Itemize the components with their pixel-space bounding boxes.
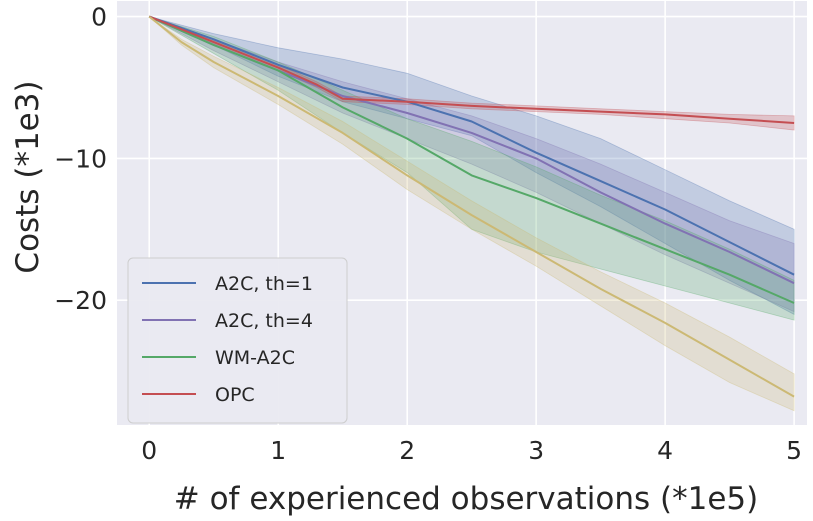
band-a2c-th-1 <box>149 16 795 316</box>
band-a2c-th-4 <box>149 16 795 313</box>
line-opc <box>148 15 795 124</box>
legend: A2C, th=1 A2C, th=4 WM-A2C OPC <box>127 257 348 424</box>
line-wm-a2c <box>148 15 795 304</box>
x-axis-ticks: 0 1 2 3 4 5 <box>141 436 802 465</box>
y-tick-label: 0 <box>91 3 107 32</box>
x-tick-label: 4 <box>657 436 673 465</box>
x-tick-label: 0 <box>141 436 157 465</box>
y-tick-label: −10 <box>54 144 107 173</box>
y-tick-label: −20 <box>54 286 107 315</box>
x-tick-label: 2 <box>399 436 415 465</box>
legend-box <box>127 257 348 424</box>
y-axis-ticks: 0 −10 −20 <box>54 3 107 316</box>
legend-label-wm-a2c: WM-A2C <box>215 347 295 369</box>
x-tick-label: 1 <box>270 436 286 465</box>
x-tick-label: 3 <box>528 436 544 465</box>
legend-label-opc: OPC <box>215 384 255 406</box>
line-unlabeled <box>148 15 795 398</box>
series-lines <box>148 15 795 398</box>
x-tick-label: 5 <box>786 436 802 465</box>
line-a2c-th-1 <box>148 15 795 276</box>
x-axis-label: # of experienced observations (*1e5) <box>174 481 758 517</box>
legend-label-a2c-th-4: A2C, th=4 <box>215 310 313 332</box>
legend-label-a2c-th-1: A2C, th=1 <box>215 273 313 295</box>
y-axis-label: Costs (*1e3) <box>10 80 46 273</box>
